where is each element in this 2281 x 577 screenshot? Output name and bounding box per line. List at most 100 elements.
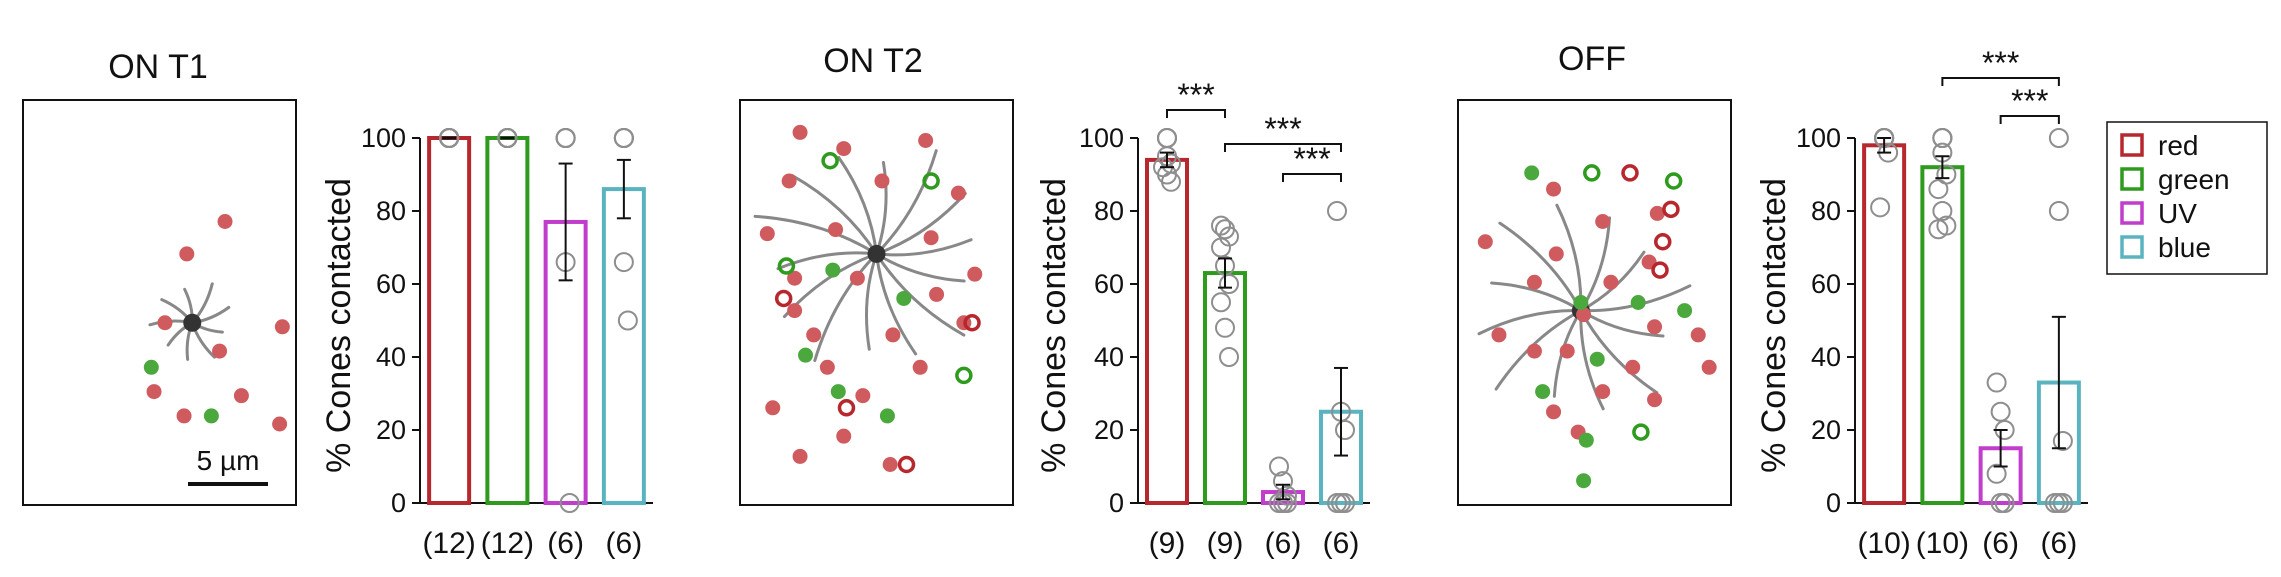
- data-point: [1157, 128, 1177, 148]
- dendrite-branch: [875, 160, 888, 256]
- data-point: [1986, 372, 2007, 393]
- bar-red: [427, 136, 472, 505]
- data-point: [1219, 274, 1239, 294]
- dendrite-branch: [875, 149, 938, 256]
- red-cone-contacted-marker: [176, 408, 192, 424]
- red-cone-contacted-marker: [882, 457, 898, 472]
- y-axis-label: % Cones contacted: [1755, 178, 1793, 473]
- cell-title-off: OFF: [1558, 40, 1626, 78]
- red-cone-contacted-marker: [828, 222, 844, 238]
- red-cone-contacted-marker: [967, 266, 983, 282]
- green-cone-not-contacted-marker: [1664, 172, 1683, 190]
- y-tick-label: 0: [1109, 488, 1124, 518]
- red-cone-contacted-marker: [765, 400, 781, 416]
- bar-chart-off: 0 20 40 60 80 100% Cones contacted (10) (10) (6)…: [1755, 45, 2088, 560]
- green-cone-not-contacted-marker: [777, 257, 796, 275]
- dendrite-branch: [1490, 281, 1583, 313]
- red-cone-contacted-marker: [1559, 343, 1575, 359]
- dendrite-branch: [776, 251, 878, 271]
- green-cone-contacted-marker: [830, 384, 846, 400]
- red-cone-contacted-marker: [792, 124, 808, 140]
- red-cone-contacted-marker: [836, 141, 852, 157]
- significance-label: ***: [1264, 111, 1301, 147]
- cell-image-frame-on-t2: [739, 99, 1014, 506]
- red-cone-contacted-marker: [157, 315, 173, 331]
- significance-bracket: [1224, 143, 1342, 152]
- n-label: (6): [2041, 527, 2078, 560]
- y-tick-label: 100: [1079, 123, 1124, 153]
- y-tick-label: 100: [361, 123, 406, 153]
- data-point: [2048, 201, 2069, 221]
- green-cone-contacted-marker: [143, 359, 159, 375]
- bar-green: [1203, 271, 1247, 505]
- y-tick-label: 20: [1094, 415, 1124, 445]
- data-point: [1211, 292, 1231, 313]
- data-point: [2052, 430, 2073, 451]
- red-cone-not-contacted-marker: [837, 399, 856, 417]
- bar-chart-on-t2: 0 20 40 60 80 100% Cones contacted (9) (9) (6) (6…: [1035, 77, 1370, 560]
- red-cone-contacted-marker: [146, 384, 162, 400]
- green-cone-not-contacted-marker: [1583, 164, 1601, 182]
- legend-frame: [2106, 121, 2268, 275]
- data-point: [613, 128, 634, 148]
- green-cone-not-contacted-marker: [1632, 423, 1650, 441]
- green-cone-contacted-marker: [879, 408, 895, 424]
- n-label: (10): [1857, 527, 1910, 560]
- significance-bracket: [1941, 77, 2060, 86]
- dendrite-branch: [1477, 309, 1583, 336]
- y-tick-label: 0: [391, 488, 406, 518]
- data-point: [1994, 493, 2015, 513]
- green-cone-not-contacted-marker: [821, 152, 839, 170]
- dendrite-branch: [875, 252, 966, 283]
- bar-red: [1145, 157, 1189, 505]
- green-cone-contacted-marker: [1578, 432, 1594, 448]
- red-cone-contacted-marker: [1603, 274, 1619, 290]
- data-point: [555, 128, 576, 148]
- n-label: (6): [1323, 527, 1360, 560]
- data-point: [559, 493, 580, 513]
- significance-label: ***: [1982, 45, 2019, 81]
- red-cone-contacted-marker: [272, 416, 288, 432]
- red-cone-contacted-marker: [1625, 359, 1641, 375]
- data-point: [1215, 317, 1235, 338]
- bar-blue: [601, 187, 646, 505]
- legend-label-blue: blue: [2158, 232, 2211, 263]
- red-cone-contacted-marker: [929, 286, 945, 302]
- red-cone-contacted-marker: [787, 303, 803, 319]
- dendrite-branch: [875, 238, 973, 257]
- red-cone-contacted-marker: [274, 319, 290, 335]
- y-tick-label: 40: [1094, 342, 1124, 372]
- n-label: (6): [1265, 527, 1302, 560]
- red-cone-contacted-marker: [1690, 327, 1706, 343]
- legend-swatch-blue: [2120, 235, 2144, 259]
- bar-green: [485, 136, 530, 505]
- soma: [867, 244, 886, 263]
- legend-swatch-uv: [2120, 201, 2144, 225]
- red-cone-contacted-marker: [1649, 205, 1665, 221]
- data-point: [1986, 463, 2007, 484]
- cell-image-frame-on-t1: [22, 99, 297, 506]
- red-cone-contacted-marker: [806, 327, 822, 343]
- green-cone-contacted-marker: [203, 408, 219, 424]
- significance-bracket: [1999, 115, 2060, 124]
- green-cone-not-contacted-marker: [955, 366, 973, 385]
- red-cone-contacted-marker: [212, 343, 228, 359]
- red-cone-contacted-marker: [918, 133, 934, 148]
- green-cone-contacted-marker: [1677, 303, 1693, 319]
- significance-label: ***: [2011, 83, 2048, 119]
- cell-panel-on-t1: ON T1 5 µm: [22, 48, 297, 506]
- data-point: [1928, 179, 1949, 200]
- cell-title-on-t1: ON T1: [108, 48, 208, 86]
- green-cone-not-contacted-marker: [922, 172, 940, 190]
- y-axis-label: % Cones contacted: [320, 178, 358, 473]
- n-label: (12): [481, 527, 534, 560]
- red-cone-contacted-marker: [923, 230, 939, 246]
- red-cone-contacted-marker: [1647, 319, 1663, 335]
- red-cone-contacted-marker: [1595, 384, 1611, 400]
- red-cone-not-contacted-marker: [1621, 164, 1639, 182]
- green-cone-contacted-marker: [1524, 165, 1540, 181]
- red-cone-contacted-marker: [1526, 274, 1542, 290]
- legend-label-green: green: [2158, 164, 2230, 195]
- y-tick-label: 40: [1811, 342, 1841, 372]
